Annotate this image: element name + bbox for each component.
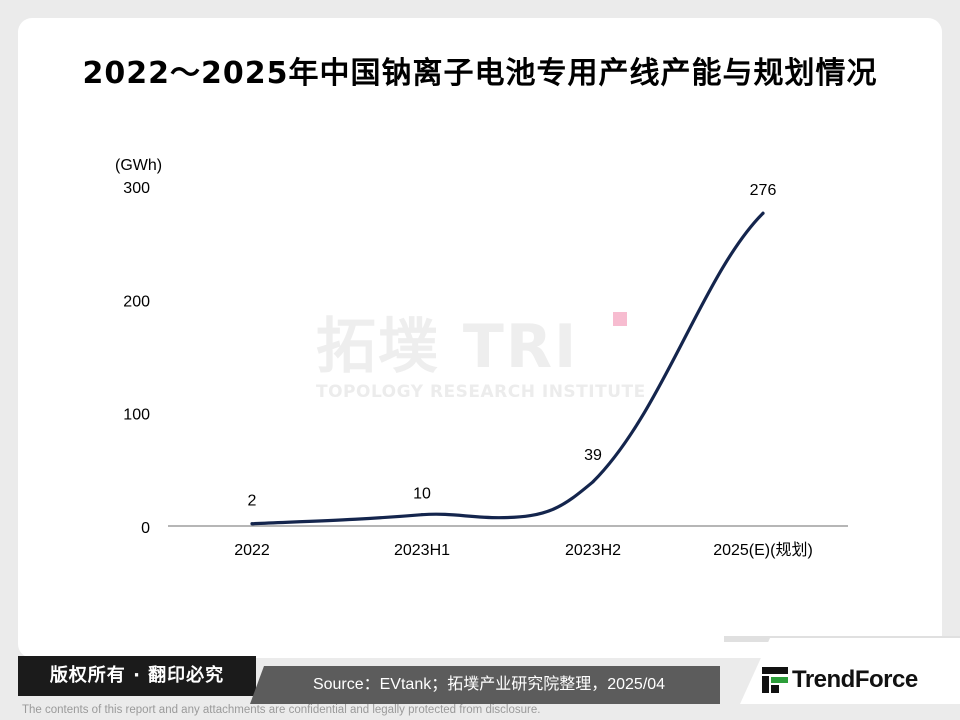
brand-name: TrendForce (792, 666, 918, 693)
trendforce-logo: TrendForce (762, 665, 918, 695)
source-text: Source：EVtank；拓墣产业研究院整理，2025/04 (312, 676, 666, 693)
data-label: 2 (248, 493, 257, 510)
x-tick-label: 2022 (234, 542, 270, 559)
copyright-badge: 版权所有 · 翻印必究 (18, 656, 256, 696)
data-labels: 2 10 39 276 (248, 182, 777, 526)
data-label: 39 (584, 447, 602, 464)
trendforce-logo-icon (762, 667, 788, 693)
series-line (250, 211, 765, 526)
watermark-dot (613, 312, 627, 326)
slide-card (18, 18, 942, 658)
y-tick-label: 0 (141, 520, 150, 537)
data-point (420, 513, 424, 517)
chart-title: 2022～2025年中国钠离子电池专用产线产能与规划情况 (82, 56, 878, 91)
y-tick-label: 200 (123, 293, 150, 310)
data-point (250, 522, 254, 526)
data-point (591, 480, 595, 484)
x-tick-label: 2023H1 (394, 542, 450, 559)
disclaimer: The contents of this report and any atta… (22, 704, 541, 716)
data-point (761, 211, 765, 215)
y-tick-label: 300 (123, 180, 150, 197)
y-unit-label: (GWh) (115, 157, 162, 174)
data-label: 276 (750, 182, 777, 199)
x-tick-label: 2023H2 (565, 542, 621, 559)
chart-labels: 0 100 200 300 (GWh) 2022 2023H1 2023H2 2025(E)(规… (115, 157, 813, 559)
y-tick-label: 100 (123, 407, 150, 424)
source-band (250, 666, 720, 704)
data-label: 10 (413, 486, 431, 503)
x-tick-label: 2025(E)(规划) (713, 541, 813, 559)
